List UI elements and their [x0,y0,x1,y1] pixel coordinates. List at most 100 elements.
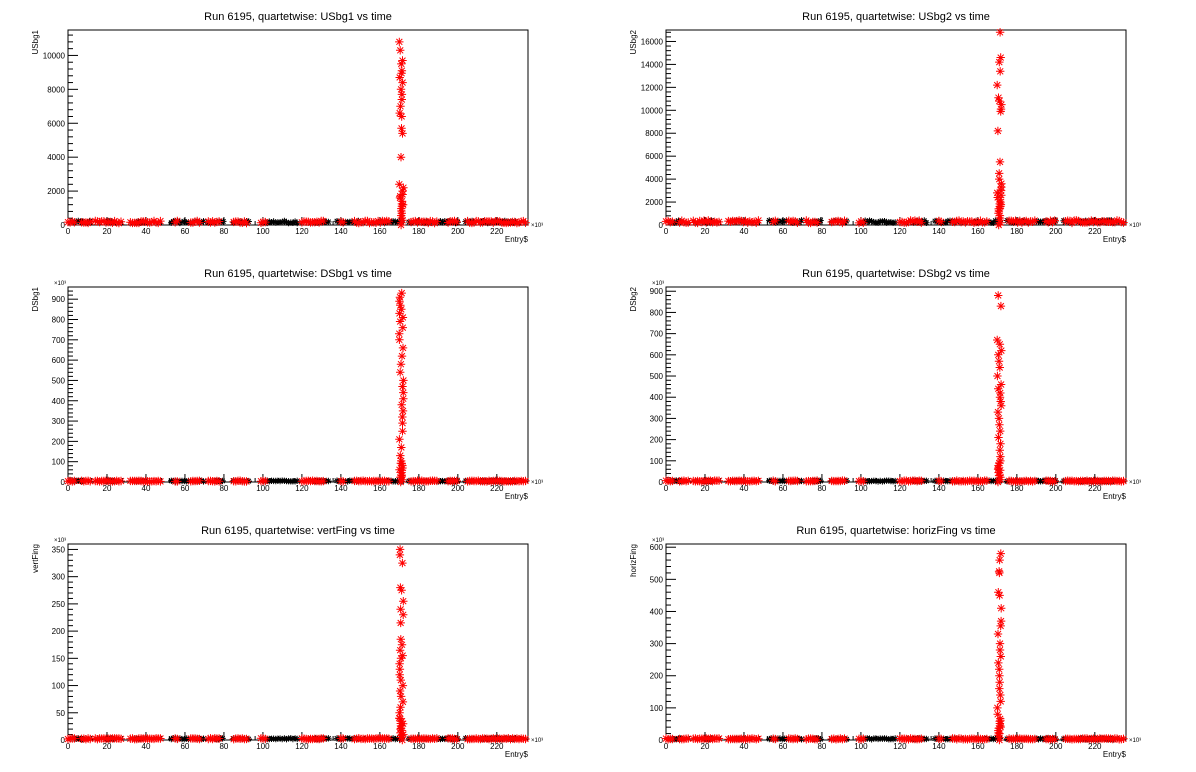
data-points [661,291,1128,487]
series-red-markers [63,288,530,487]
x-multiplier: ×10³ [531,738,543,744]
x-tick-label: 180 [1010,742,1024,751]
x-tick-label: 180 [412,227,426,236]
y-tick-label: 50 [56,709,65,718]
x-tick-label: 40 [142,742,151,751]
data-points [661,549,1128,745]
chart-usbg1: Run 6195, quartetwise: USbg1 vs time 0 20 4… [31,11,543,244]
x-tick-label: 60 [778,227,787,236]
y-multiplier: ×10³ [652,281,664,287]
x-tick-label: 220 [1088,227,1102,236]
y-multiplier: ×10³ [652,538,664,544]
panel-dsbg2: Run 6195, quartetwise: DSbg2 vs time 0 20 4… [598,257,1196,514]
x-tick-label: 200 [1049,484,1063,493]
x-tick-label: 220 [1088,484,1102,493]
chart-dsbg2: Run 6195, quartetwise: DSbg2 vs time 0 20 4… [629,268,1141,501]
chart-title: Run 6195, quartetwise: vertFing vs time [201,525,395,537]
panel-usbg1: Run 6195, quartetwise: USbg1 vs time 0 20 4… [0,0,598,257]
y-tick-label: 14000 [641,60,664,69]
y-tick-label: 400 [650,607,664,616]
chart-title: Run 6195, quartetwise: horizFing vs time [796,525,995,537]
x-tick-label: 200 [451,742,465,751]
x-axis-label: Entry$ [505,750,529,759]
x-tick-label: 180 [412,484,426,493]
panel-horizfing: Run 6195, quartetwise: horizFing vs time… [598,514,1196,772]
x-tick-label: 0 [66,742,71,751]
x-axis-label: Entry$ [505,492,529,501]
y-multiplier: ×10³ [54,538,66,544]
panel-dsbg1: Run 6195, quartetwise: DSbg1 vs time 0 20 4… [0,257,598,514]
y-tick-label: 400 [52,397,66,406]
x-tick-label: 60 [180,742,189,751]
chart-title: Run 6195, quartetwise: DSbg1 vs time [204,268,392,280]
y-axis-label: DSbg1 [31,286,40,311]
y-tick-label: 600 [52,356,66,365]
x-tick-label: 40 [740,742,749,751]
x-tick-label: 160 [971,484,985,493]
plot-frame [665,543,1127,741]
x-tick-label: 20 [103,484,112,493]
y-tick-label: 4000 [47,153,65,162]
y-tick-label: 100 [650,457,664,466]
y-tick-label: 200 [650,436,664,445]
x-tick-label: 60 [778,742,787,751]
chart-vertfing: Run 6195, quartetwise: vertFing vs time 0… [31,525,543,759]
x-multiplier: ×10³ [531,223,543,229]
y-tick-label: 200 [52,627,66,636]
y-tick-label: 8000 [645,129,663,138]
y-tick-label: 700 [650,330,664,339]
x-tick-label: 0 [664,227,669,236]
x-tick-label: 100 [854,484,868,493]
y-tick-label: 500 [650,372,664,381]
series-red-markers [661,28,1128,230]
y-tick-label: 600 [650,351,664,360]
x-tick-label: 140 [334,484,348,493]
y-tick-label: 0 [659,221,664,230]
series-red-markers [63,545,530,745]
x-multiplier: ×10³ [1129,480,1141,486]
y-tick-label: 0 [61,478,66,487]
x-tick-label: 100 [256,742,270,751]
x-tick-label: 120 [295,227,309,236]
y-axis-label: vertFing [31,544,40,573]
x-tick-label: 140 [932,484,946,493]
x-tick-label: 100 [854,227,868,236]
x-tick-label: 180 [1010,484,1024,493]
y-tick-label: 200 [52,437,66,446]
data-points [661,28,1128,230]
x-tick-label: 60 [180,227,189,236]
y-tick-label: 250 [52,600,66,609]
chart-dsbg1: Run 6195, quartetwise: DSbg1 vs time 0 20 4… [31,268,543,501]
series-red-markers [661,549,1128,745]
plot-frame [67,543,529,741]
x-tick-label: 40 [740,484,749,493]
x-tick-label: 0 [66,484,71,493]
chart-title: Run 6195, quartetwise: USbg2 vs time [802,11,990,23]
x-tick-label: 80 [219,742,228,751]
y-tick-label: 2000 [645,198,663,207]
plot-frame [67,29,529,226]
y-axis-label: DSbg2 [629,286,638,311]
x-tick-label: 20 [701,742,710,751]
y-tick-label: 900 [52,295,66,304]
x-tick-label: 200 [451,227,465,236]
x-multiplier: ×10³ [1129,223,1141,229]
x-tick-label: 120 [893,227,907,236]
panel-usbg2: Run 6195, quartetwise: USbg2 vs time 0 20 4… [598,0,1196,257]
data-points [63,288,530,487]
y-tick-label: 300 [52,573,66,582]
x-tick-label: 220 [490,227,504,236]
series-red-markers [63,37,530,230]
x-tick-label: 220 [1088,742,1102,751]
y-tick-label: 350 [52,545,66,554]
y-tick-label: 300 [650,640,664,649]
y-tick-label: 6000 [47,119,65,128]
x-tick-label: 120 [295,742,309,751]
x-tick-label: 200 [451,484,465,493]
x-axis-label: Entry$ [505,235,529,244]
y-tick-label: 600 [650,543,664,552]
y-tick-label: 10000 [641,106,664,115]
y-tick-label: 2000 [47,187,65,196]
y-tick-label: 100 [52,458,66,467]
y-tick-label: 700 [52,336,66,345]
